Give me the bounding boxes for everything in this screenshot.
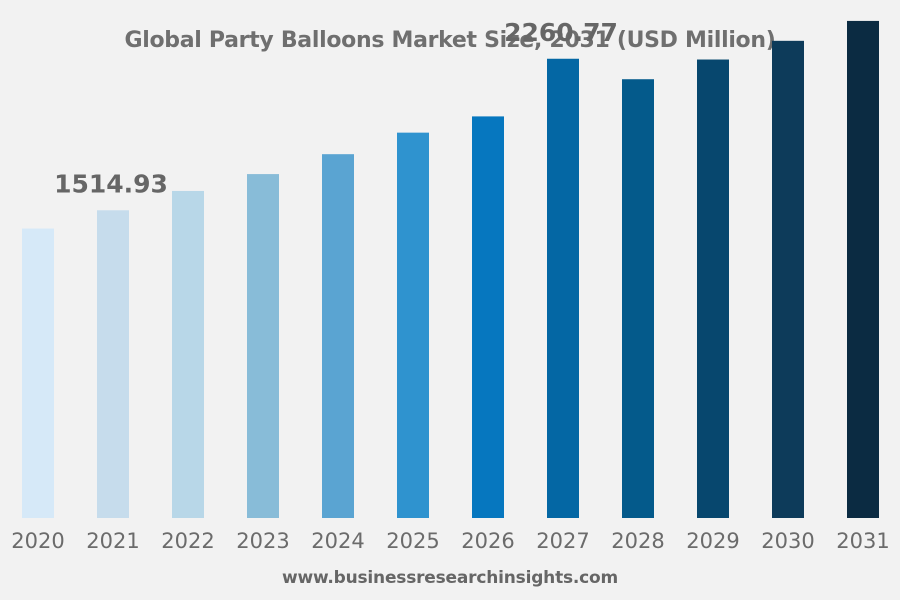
bar-2023 [247, 174, 279, 518]
bar-2022 [172, 190, 204, 518]
x-tick-label-2030: 2030 [761, 529, 814, 553]
x-tick-label-2025: 2025 [386, 529, 439, 553]
x-tick-label-2026: 2026 [461, 529, 514, 553]
x-tick-label-2029: 2029 [686, 529, 739, 553]
x-tick-label-2020: 2020 [11, 529, 64, 553]
x-tick-label-2023: 2023 [236, 529, 289, 553]
bar-2028 [622, 79, 654, 519]
bar-2021 [97, 210, 129, 518]
bar-2030 [772, 40, 804, 518]
x-tick-label-2031: 2031 [836, 529, 889, 553]
bar-2026 [472, 116, 504, 518]
bar-2025 [397, 132, 429, 518]
x-tick-label-2028: 2028 [611, 529, 664, 553]
bar-2029 [697, 59, 729, 518]
bar-2031 [847, 20, 879, 519]
x-tick-label-2024: 2024 [311, 529, 364, 553]
source-text: www.businessresearchinsights.com [281, 568, 619, 588]
bar-2027 [547, 58, 579, 518]
bar-2020 [22, 228, 54, 518]
data-label-2027: 2260.77 [504, 18, 618, 47]
x-tick-label-2022: 2022 [161, 529, 214, 553]
chart-title: Global Party Balloons Market Size, 2031 … [124, 28, 776, 53]
x-tick-label-2027: 2027 [536, 529, 589, 553]
x-tick-label-2021: 2021 [86, 529, 139, 553]
data-label-2021: 1514.93 [54, 169, 168, 198]
bar-2024 [322, 154, 354, 518]
